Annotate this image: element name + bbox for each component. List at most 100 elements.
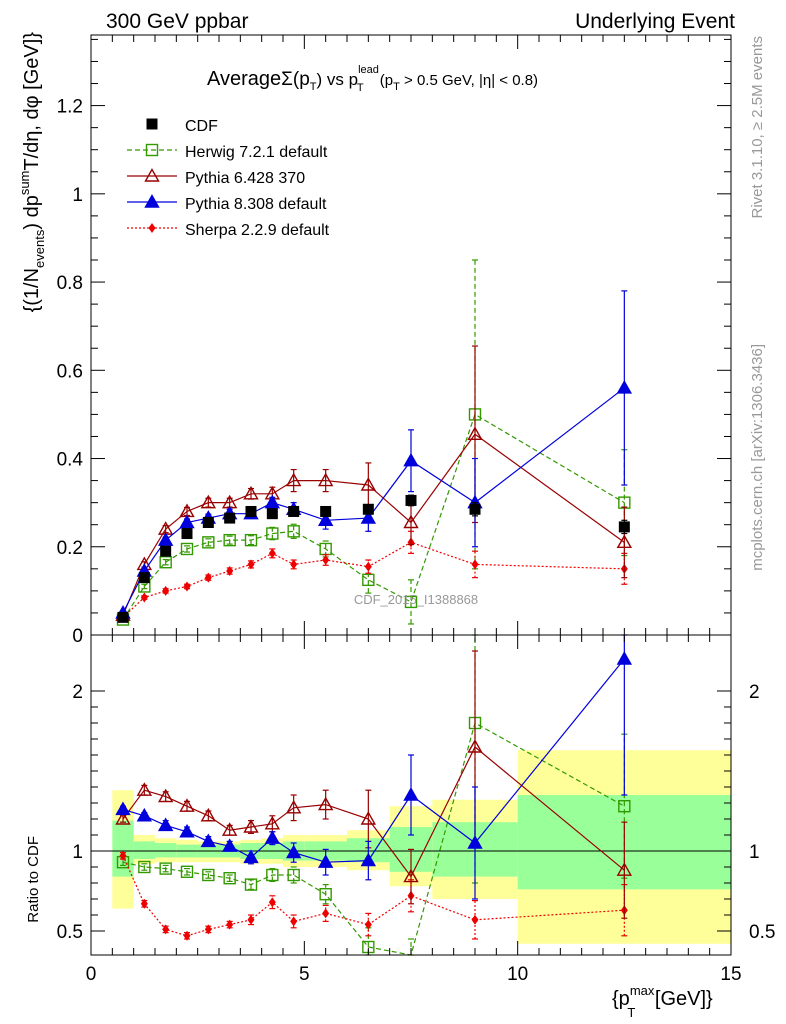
main-herwig-point	[244, 533, 258, 547]
title-sigma: Σ(p	[281, 69, 310, 90]
main-herwig-point	[180, 542, 194, 556]
ratio-pythia8-point	[200, 833, 217, 848]
ylabel-part4: /dη, dφ [GeV]}	[21, 32, 43, 159]
ratio-pythia6-point	[317, 796, 334, 811]
main-pythia6-point	[467, 426, 483, 440]
main-pythia6-point	[403, 514, 419, 529]
main-ytick-label: 0.2	[57, 538, 83, 559]
ratio-sherpa-point	[140, 898, 148, 909]
ratio-herwig-point	[202, 868, 215, 882]
main-pythia8-point	[179, 514, 195, 529]
legend: CDF Herwig 7.2.1 default Pythia 6.428 37…	[127, 118, 330, 239]
ratio-ytick-label-left: 0.5	[57, 922, 83, 943]
ylabel-events-sub: events	[32, 229, 47, 268]
main-sherpa-point	[322, 555, 330, 565]
ratio-sherpa-point	[119, 850, 127, 861]
main-pythia6-line	[122, 433, 625, 616]
legend-symbol-cdf	[146, 118, 158, 130]
title-average: Average	[207, 68, 281, 90]
legend-marker-pythia6	[127, 168, 177, 182]
ratio-pythia8-point	[467, 835, 483, 849]
legend-label-sherpa: Sherpa 2.2.9 default	[185, 222, 330, 239]
ratio-pythia6-line	[122, 746, 625, 878]
main-sherpa-point	[364, 561, 372, 572]
title-lead-sup: lead	[358, 64, 379, 76]
ratio-pythia6-point	[115, 811, 131, 825]
legend-label-pythia6: Pythia 6.428 370	[185, 170, 305, 187]
main-cdf-point	[202, 517, 214, 528]
ratio-herwig-point	[319, 888, 332, 901]
ratio-pythia8-point	[136, 807, 153, 822]
ratio-sherpa-point	[471, 914, 479, 925]
ratio-sherpa-point	[290, 916, 298, 927]
main-ytick-label: 0	[72, 626, 83, 647]
main-cdf-point	[405, 494, 417, 506]
ratio-sherpa-point	[268, 897, 276, 908]
ratio-frame	[90, 634, 732, 956]
ratio-herwig-point	[138, 860, 151, 874]
title-lead-sub: T	[357, 82, 364, 94]
legend-marker-cdf	[146, 118, 158, 130]
main-herwig-point	[223, 533, 236, 547]
ratio-data-layer	[115, 634, 633, 956]
main-ytick-label: 0.6	[57, 361, 83, 382]
ratio-pythia6-point	[403, 868, 419, 883]
main-pythia8-point	[616, 380, 633, 394]
ratio-pythia6-point	[360, 811, 377, 825]
title-cut-open: (p	[376, 72, 394, 89]
legend-symbol-pythia6	[144, 168, 160, 182]
legend-label-pythia8: Pythia 8.308 default	[185, 196, 327, 213]
main-cdf-point	[266, 508, 278, 520]
ratio-pythia6-point	[264, 815, 281, 830]
title-sigma-sub: T	[310, 81, 317, 93]
main-pythia8-point	[403, 452, 419, 467]
xlabel-part2: [GeV]}	[649, 988, 713, 1010]
header-left: 300 GeV ppbar	[106, 10, 248, 33]
legend-label-herwig: Herwig 7.2.1 default	[185, 144, 328, 161]
ratio-sherpa-point	[204, 924, 212, 935]
ratio-pythia6-point	[157, 788, 174, 803]
main-sherpa-point	[183, 581, 191, 592]
ratio-pythia8-point	[285, 844, 302, 859]
main-axes: 0 0.2 0.4 0.6 0.8 1 1.2	[57, 35, 732, 647]
ratio-xlabel: {pmax T [GeV]}	[612, 983, 713, 1020]
main-cdf-point	[160, 545, 172, 557]
main-pythia8-point	[360, 510, 377, 524]
main-herwig-point	[266, 527, 279, 540]
ratio-axes: 0.5 0.5 1 1 2 2 0 5 10 15	[57, 635, 775, 985]
main-herwig-point	[362, 573, 375, 587]
ratio-pythia8-point	[115, 801, 131, 816]
main-cdf-point	[618, 521, 630, 533]
main-ytick-label: 0.4	[57, 450, 84, 471]
header-right: Underlying Event	[575, 10, 735, 33]
legend-symbol-pythia8	[144, 194, 160, 208]
ratio-xtick-label: 0	[86, 964, 97, 985]
main-pythia8-point	[317, 512, 334, 526]
ratio-ytick-label-left: 1	[72, 842, 83, 863]
main-herwig-point	[202, 536, 215, 549]
main-herwig-point	[404, 595, 418, 609]
main-sherpa-point	[204, 572, 212, 583]
legend-symbol-herwig	[145, 143, 159, 157]
ratio-herwig-point	[618, 800, 631, 813]
legend-label-cdf: CDF	[185, 118, 218, 135]
main-sherpa-point	[471, 559, 479, 570]
ratio-pythia6-point	[243, 819, 259, 833]
main-pythia6-point	[243, 485, 259, 500]
main-sherpa-line	[122, 541, 625, 618]
ratio-sherpa-point	[183, 930, 191, 941]
ratio-pythia8-point	[264, 830, 281, 844]
ratio-band-green	[133, 841, 155, 859]
ratio-pythia6-point	[136, 782, 153, 796]
ratio-pythia6-point	[616, 862, 633, 876]
ratio-pythia8-point	[403, 787, 419, 801]
main-sherpa-point	[162, 585, 170, 596]
ratio-band-green	[155, 843, 177, 858]
main-cdf-point	[224, 512, 236, 524]
legend-symbol-sherpa	[148, 223, 156, 233]
ratio-pythia6-point	[221, 822, 238, 836]
xlabel-t-sub: T	[627, 1005, 635, 1020]
ratio-pythia6-point	[467, 739, 483, 753]
main-panel: CDF_2015_I1388868 0 0.2 0.4 0.6 0.8 1 1.2 Aver…	[17, 32, 732, 647]
